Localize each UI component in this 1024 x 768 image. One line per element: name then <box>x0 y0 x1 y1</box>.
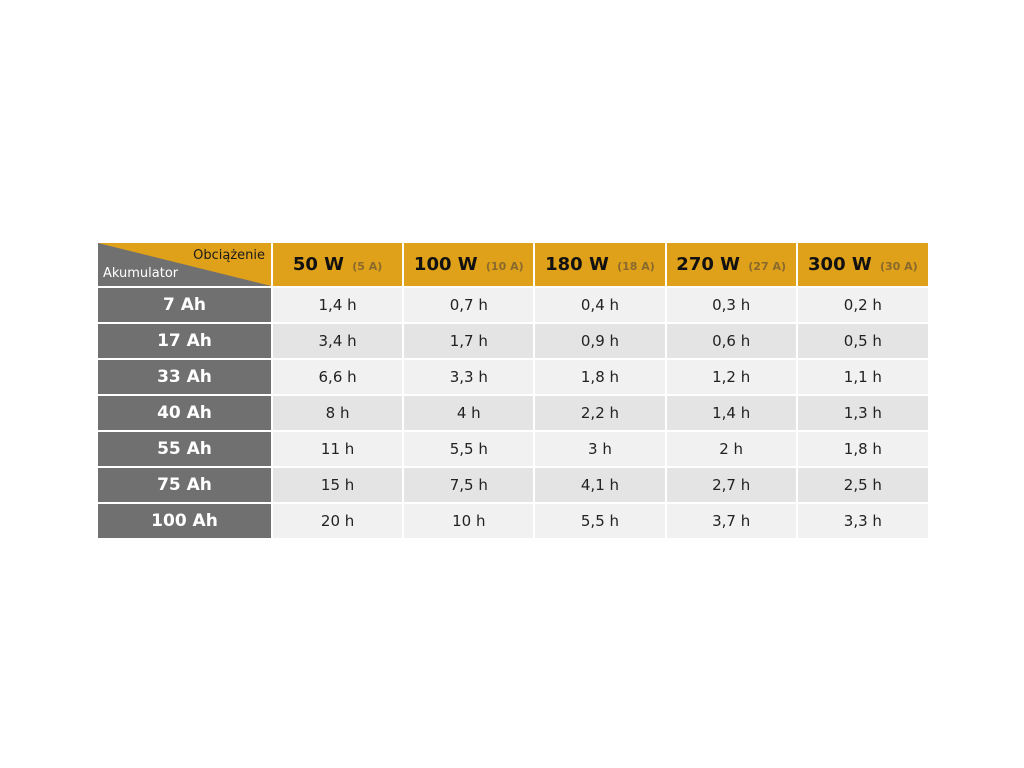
column-current: (27 A) <box>748 260 786 273</box>
row-header: 75 Ah <box>98 466 273 503</box>
table-cell: 0,4 h <box>534 286 667 323</box>
table-cell: 6,6 h <box>272 358 405 395</box>
column-power: 100 W <box>413 254 478 275</box>
column-power: 300 W <box>808 254 872 275</box>
runtime-table: Obciążenie Akumulator 50 W (5 A) 100 W (… <box>98 243 928 538</box>
column-header-300w: 300 W (30 A) <box>796 243 928 287</box>
column-header-270w: 270 W (27 A) <box>665 243 798 287</box>
table-cell: 3 h <box>534 430 667 467</box>
table-row-17ah: 17 Ah 3,4 h 1,7 h 0,9 h 0,6 h 0,5 h <box>98 322 928 359</box>
column-current: (30 A) <box>880 260 918 273</box>
table-row-75ah: 75 Ah 15 h 7,5 h 4,1 h 2,7 h 2,5 h <box>98 466 928 503</box>
table-cell: 3,4 h <box>272 322 405 359</box>
table-cell: 7,5 h <box>403 466 536 503</box>
column-header-100w: 100 W (10 A) <box>403 243 536 287</box>
table-cell: 15 h <box>272 466 405 503</box>
table-row-7ah: 7 Ah 1,4 h 0,7 h 0,4 h 0,3 h 0,2 h <box>98 286 928 323</box>
table-cell: 1,4 h <box>665 394 798 431</box>
table-cell: 3,3 h <box>796 502 928 538</box>
table-cell: 3,7 h <box>665 502 798 538</box>
table-cell: 11 h <box>272 430 405 467</box>
row-header: 100 Ah <box>98 502 273 538</box>
table-cell: 5,5 h <box>534 502 667 538</box>
table-cell: 2 h <box>665 430 798 467</box>
row-header: 7 Ah <box>98 286 273 323</box>
table-cell: 1,3 h <box>796 394 928 431</box>
table-cell: 0,3 h <box>665 286 798 323</box>
table-cell: 1,8 h <box>534 358 667 395</box>
table-cell: 0,9 h <box>534 322 667 359</box>
table-cell: 2,7 h <box>665 466 798 503</box>
battery-label: Akumulator <box>103 266 179 281</box>
table-cell: 8 h <box>272 394 405 431</box>
table-cell: 0,6 h <box>665 322 798 359</box>
table-cell: 4 h <box>403 394 536 431</box>
table-row-55ah: 55 Ah 11 h 5,5 h 3 h 2 h 1,8 h <box>98 430 928 467</box>
header-row: Obciążenie Akumulator 50 W (5 A) 100 W (… <box>98 243 928 287</box>
column-header-180w: 180 W (18 A) <box>534 243 667 287</box>
column-header-50w: 50 W (5 A) <box>272 243 405 287</box>
row-header: 40 Ah <box>98 394 273 431</box>
table-cell: 1,2 h <box>665 358 798 395</box>
row-header: 55 Ah <box>98 430 273 467</box>
table-cell: 1,1 h <box>796 358 928 395</box>
table-cell: 2,5 h <box>796 466 928 503</box>
table-cell: 0,7 h <box>403 286 536 323</box>
load-label: Obciążenie <box>193 248 265 263</box>
column-current: (5 A) <box>352 260 383 273</box>
table-cell: 3,3 h <box>403 358 536 395</box>
table-row-40ah: 40 Ah 8 h 4 h 2,2 h 1,4 h 1,3 h <box>98 394 928 431</box>
table-row-33ah: 33 Ah 6,6 h 3,3 h 1,8 h 1,2 h 1,1 h <box>98 358 928 395</box>
column-current: (10 A) <box>485 260 524 273</box>
table-cell: 2,2 h <box>534 394 667 431</box>
column-current: (18 A) <box>617 260 655 273</box>
column-power: 50 W <box>292 254 344 275</box>
column-power: 180 W <box>545 254 609 275</box>
row-header: 33 Ah <box>98 358 273 395</box>
table-cell: 1,8 h <box>796 430 928 467</box>
table-cell: 4,1 h <box>534 466 667 503</box>
table-cell: 10 h <box>403 502 536 538</box>
table-cell: 0,5 h <box>796 322 928 359</box>
table-cell: 1,7 h <box>403 322 536 359</box>
column-power: 270 W <box>676 254 740 275</box>
table-cell: 5,5 h <box>403 430 536 467</box>
row-header: 17 Ah <box>98 322 273 359</box>
table-cell: 1,4 h <box>272 286 405 323</box>
table-cell: 0,2 h <box>796 286 928 323</box>
table-cell: 20 h <box>272 502 405 538</box>
table-row-100ah: 100 Ah 20 h 10 h 5,5 h 3,7 h 3,3 h <box>98 502 928 538</box>
corner-cell: Obciążenie Akumulator <box>98 243 273 287</box>
diagonal-divider <box>98 243 270 286</box>
runtime-table-container: Obciążenie Akumulator 50 W (5 A) 100 W (… <box>98 243 928 538</box>
